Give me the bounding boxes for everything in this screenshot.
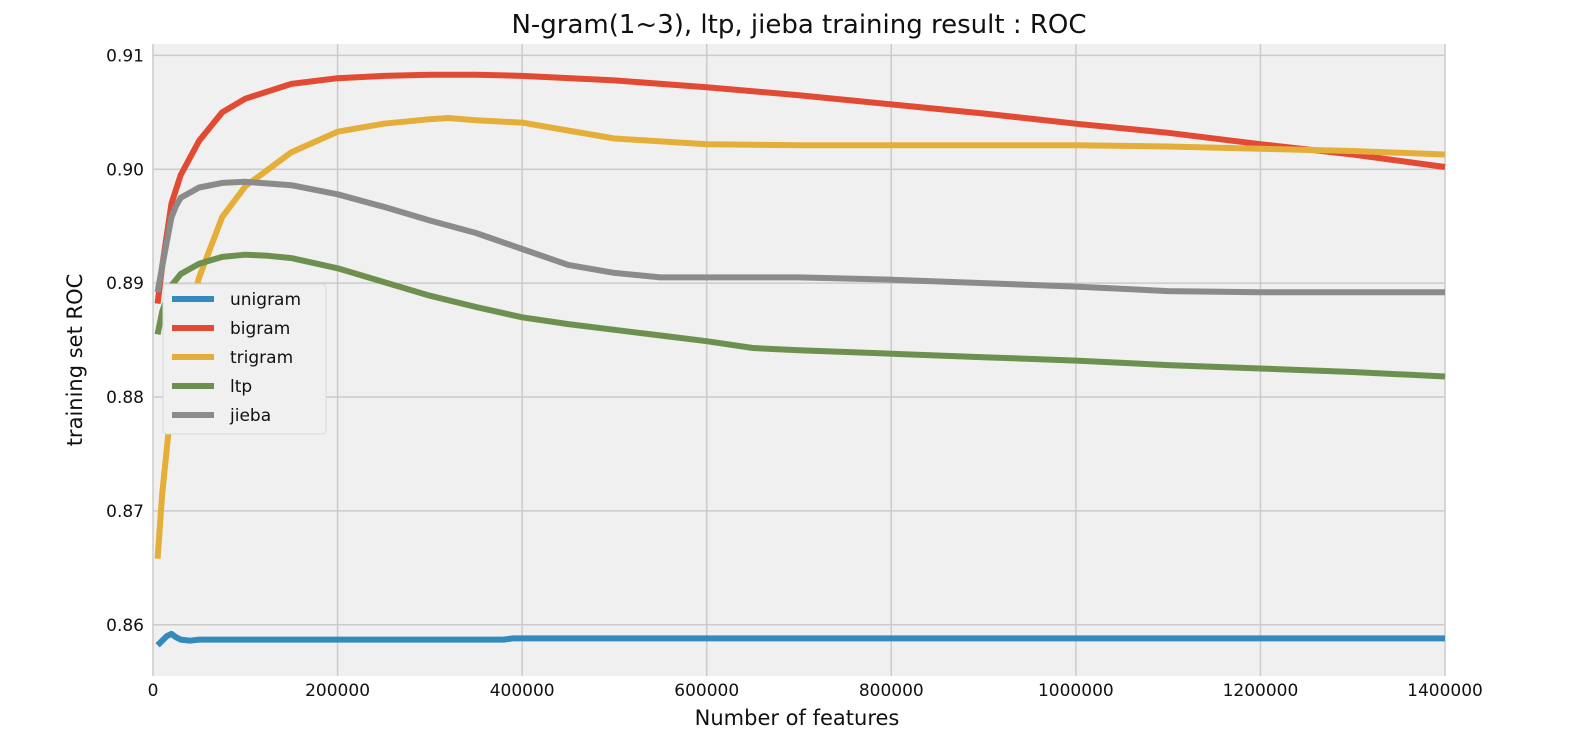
plot-background <box>153 44 1445 676</box>
y-tick-label: 0.87 <box>106 502 144 522</box>
y-tick-label: 0.89 <box>106 274 144 294</box>
y-tick-label: 0.90 <box>106 160 144 180</box>
series-line-bigram <box>154 71 1446 304</box>
y-tick-label: 0.91 <box>106 46 144 66</box>
x-tick-label: 0 <box>148 681 159 701</box>
x-tick-label: 600000 <box>674 681 739 701</box>
legend-label-jieba: jieba <box>229 406 271 426</box>
legend-label-trigram: trigram <box>230 348 293 368</box>
chart-title: N-gram(1~3), ltp, jieba training result … <box>511 10 1086 40</box>
x-tick-label: 800000 <box>859 681 924 701</box>
x-tick-label: 200000 <box>305 681 370 701</box>
y-axis-label: training set ROC <box>63 274 87 447</box>
x-tick-label: 400000 <box>490 681 555 701</box>
legend-label-ltp: ltp <box>230 377 252 397</box>
legend: unigram bigram trigram ltp jieba <box>162 283 327 435</box>
y-tick-label: 0.86 <box>106 616 144 636</box>
legend-label-bigram: bigram <box>230 319 290 339</box>
series-line-unigram <box>155 630 1445 648</box>
x-tick-label: 1200000 <box>1223 681 1299 701</box>
series-line-jieba <box>154 178 1445 296</box>
legend-frame <box>162 283 327 435</box>
x-axis-label: Number of features <box>695 706 900 730</box>
x-tick-label: 1400000 <box>1407 681 1483 701</box>
legend-label-unigram: unigram <box>230 290 301 310</box>
y-tick-label: 0.88 <box>106 388 144 408</box>
tick-labels: 0 200000 400000 600000 800000 1000000 1200000 1… <box>106 46 1483 701</box>
series-line-ltp <box>154 251 1446 380</box>
x-tick-label: 1000000 <box>1038 681 1114 701</box>
